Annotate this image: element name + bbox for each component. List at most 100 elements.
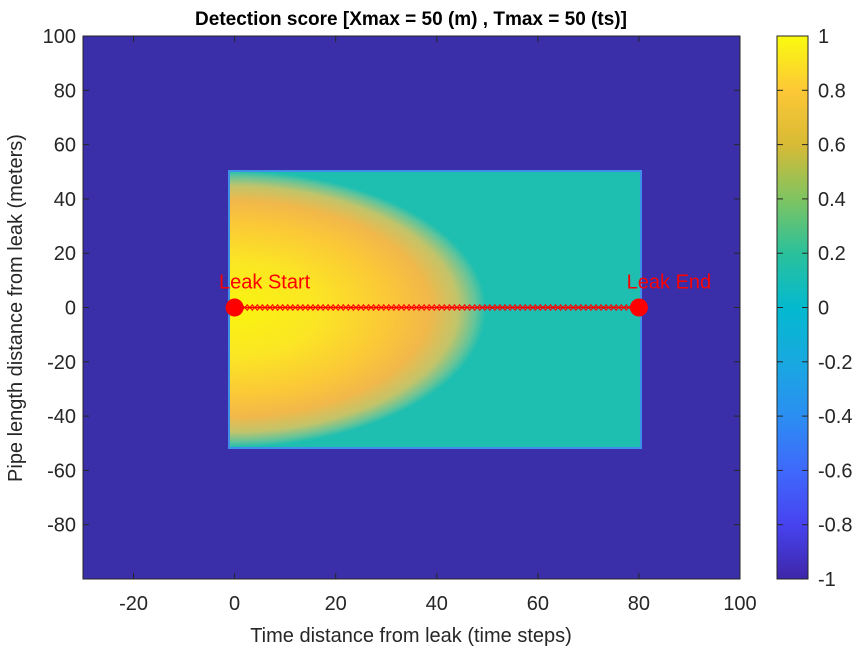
- colorbar-tick-label: 0.6: [818, 135, 846, 157]
- leak-step-marker: [494, 304, 501, 311]
- colorbar-tick-label: -0.2: [818, 352, 852, 374]
- leak-step-marker: [519, 304, 527, 311]
- leak-step-marker: [286, 304, 294, 311]
- leak-step-marker: [312, 304, 319, 311]
- leak-step-marker: [398, 304, 405, 311]
- leak-step-marker: [418, 304, 425, 311]
- leak-step-marker: [473, 304, 481, 311]
- leak-step-marker: [585, 304, 592, 311]
- leak-step-marker: [403, 304, 410, 311]
- leak-step-marker: [600, 304, 607, 311]
- leak-end-marker: [629, 298, 648, 317]
- leak-step-marker: [620, 304, 628, 311]
- leak-step-marker: [569, 304, 577, 311]
- leak-step-marker: [438, 304, 446, 311]
- leak-step-marker: [317, 304, 324, 311]
- leak-step-marker: [463, 304, 471, 311]
- x-tick-label: 60: [527, 593, 549, 615]
- leak-step-marker: [549, 304, 557, 311]
- leak-step-marker: [347, 304, 355, 311]
- colorbar-tick-label: -0.4: [818, 406, 852, 428]
- leak-step-marker: [423, 304, 431, 311]
- leak-step-marker: [605, 304, 612, 311]
- x-axis-ticks: -20 0 20 40 60 80 100: [119, 36, 757, 615]
- colorbar-tick-label: -0.8: [818, 515, 852, 537]
- y-tick-label: -60: [47, 460, 76, 482]
- leak-step-marker: [489, 304, 496, 311]
- leak-step-marker: [514, 304, 521, 311]
- leak-step-marker: [504, 304, 511, 311]
- leak-step-marker: [443, 304, 451, 311]
- y-tick-label: 100: [43, 26, 76, 48]
- colorbar-tick-label: 0.8: [818, 80, 846, 102]
- leak-step-marker: [524, 304, 532, 311]
- leak-step-marker: [509, 304, 516, 311]
- colorbar-tick-label: 0.4: [818, 189, 846, 211]
- y-tick-label: 80: [54, 80, 76, 102]
- y-tick-label: 40: [54, 189, 76, 211]
- chart-title: Detection score [Xmax = 50 (m) , Tmax = …: [195, 9, 627, 30]
- y-tick-label: -20: [47, 352, 76, 374]
- leak-step-marker: [529, 304, 537, 311]
- leak-step-marker: [554, 304, 562, 311]
- leak-step-marker: [458, 304, 466, 311]
- leak-step-marker: [382, 304, 390, 311]
- leak-step-marker: [362, 304, 370, 311]
- colorbar-tick-label: -1: [818, 569, 836, 591]
- leak-step-marker: [559, 304, 567, 311]
- leak-step-marker: [428, 304, 436, 311]
- colorbar-tick-label: 0: [818, 298, 829, 320]
- leak-step-marker: [564, 304, 572, 311]
- leak-step-marker: [579, 304, 587, 311]
- leak-step-marker: [302, 304, 309, 311]
- leak-step-marker: [291, 304, 299, 311]
- leak-step-marker: [387, 304, 395, 311]
- leak-step-marker: [337, 304, 345, 311]
- y-axis-label: Pipe length distance from leak (meters): [5, 134, 27, 482]
- leak-step-marker: [478, 304, 486, 311]
- leak-start-marker: [225, 298, 244, 317]
- leak-step-marker: [296, 304, 304, 311]
- leak-step-marker: [372, 304, 380, 311]
- leak-step-marker: [322, 304, 329, 311]
- leak-step-marker: [271, 304, 279, 311]
- y-tick-label: 0: [65, 298, 76, 320]
- leak-step-marker: [544, 304, 552, 311]
- leak-step-marker: [377, 304, 385, 311]
- leak-step-marker: [413, 304, 420, 311]
- leak-step-marker: [332, 304, 340, 311]
- leak-start-label: Leak Start: [219, 272, 311, 294]
- leak-step-marker: [534, 304, 542, 311]
- colorbar-ticks: 1 0.8 0.6 0.4 0.2 0 -0.2 -0.4 -0.6 -0.8 -1: [777, 26, 852, 591]
- leak-markers: Leak Start Leak End: [219, 272, 711, 317]
- leak-step-marker: [453, 304, 461, 311]
- leak-step-marker: [246, 304, 254, 311]
- leak-step-marker: [281, 304, 289, 311]
- y-axis-ticks: 100 80 60 40 20 0 -20 -40 -60 -80: [43, 26, 740, 537]
- leak-step-marker: [342, 304, 350, 311]
- x-axis-label: Time distance from leak (time steps): [250, 625, 572, 647]
- leak-step-marker: [448, 304, 456, 311]
- leak-step-marker: [590, 304, 597, 311]
- leak-step-marker: [595, 304, 602, 311]
- x-tick-label: 20: [325, 593, 347, 615]
- leak-step-marker: [408, 304, 415, 311]
- leak-step-marker: [357, 304, 365, 311]
- leak-step-marker: [392, 304, 400, 311]
- leak-step-marker: [539, 304, 547, 311]
- x-tick-label: 40: [426, 593, 448, 615]
- leak-step-marker: [499, 304, 506, 311]
- colorbar-tick-label: 1: [818, 26, 829, 48]
- leak-step-marker: [307, 304, 314, 311]
- leak-step-marker: [615, 304, 623, 311]
- leak-step-marker: [468, 304, 476, 311]
- leak-step-marker: [327, 304, 334, 311]
- leak-end-label: Leak End: [627, 272, 712, 294]
- leak-step-marker: [276, 304, 284, 311]
- y-tick-label: -40: [47, 406, 76, 428]
- leak-step-marker: [266, 304, 274, 311]
- x-tick-label: -20: [119, 593, 148, 615]
- leak-step-marker: [367, 304, 375, 311]
- leak-step-marker: [352, 304, 360, 311]
